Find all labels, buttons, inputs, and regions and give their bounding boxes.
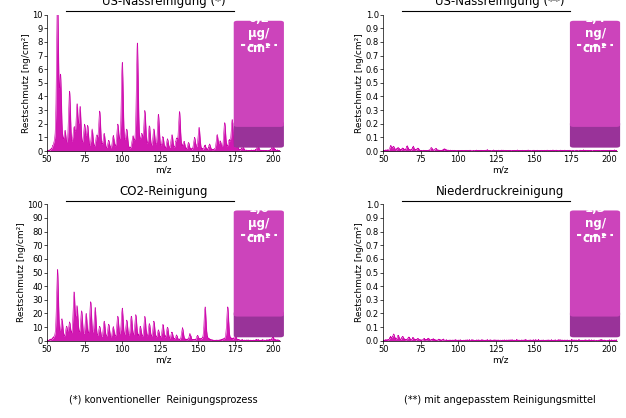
FancyBboxPatch shape <box>570 122 620 148</box>
FancyBboxPatch shape <box>233 210 284 316</box>
Text: Niederdruckreinigung: Niederdruckreinigung <box>436 185 564 198</box>
FancyBboxPatch shape <box>233 311 284 337</box>
Y-axis label: Restschmutz [ng/cm²]: Restschmutz [ng/cm²] <box>356 223 364 322</box>
FancyBboxPatch shape <box>570 311 620 337</box>
Text: 1,3
ng/
cm²: 1,3 ng/ cm² <box>583 202 607 245</box>
Y-axis label: Restschmutz [ng/cm²]: Restschmutz [ng/cm²] <box>22 33 31 133</box>
X-axis label: m/z: m/z <box>491 166 508 175</box>
Text: (*) konventioneller  Reinigungsprozess: (*) konventioneller Reinigungsprozess <box>69 395 258 405</box>
Text: 1,0
μg/
cm²: 1,0 μg/ cm² <box>247 202 271 245</box>
X-axis label: m/z: m/z <box>155 355 172 364</box>
Text: 1,4
ng/
cm²: 1,4 ng/ cm² <box>583 13 607 55</box>
X-axis label: m/z: m/z <box>491 355 508 364</box>
FancyBboxPatch shape <box>570 210 620 316</box>
X-axis label: m/z: m/z <box>155 166 172 175</box>
Y-axis label: Restschmutz [ng/cm²]: Restschmutz [ng/cm²] <box>17 223 26 322</box>
Text: CO2-Reinigung: CO2-Reinigung <box>120 185 208 198</box>
Y-axis label: Restschmutz [ng/cm²]: Restschmutz [ng/cm²] <box>356 33 364 133</box>
FancyBboxPatch shape <box>570 21 620 127</box>
Text: US-Nassreinigung (**): US-Nassreinigung (**) <box>435 0 565 8</box>
FancyBboxPatch shape <box>233 122 284 148</box>
Text: US-Nassreinigung (*): US-Nassreinigung (*) <box>102 0 225 8</box>
Text: (**) mit angepasstem Reinigungsmittel: (**) mit angepasstem Reinigungsmittel <box>404 395 596 405</box>
FancyBboxPatch shape <box>233 21 284 127</box>
Text: 0,2
μg/
cm²: 0,2 μg/ cm² <box>247 13 271 55</box>
